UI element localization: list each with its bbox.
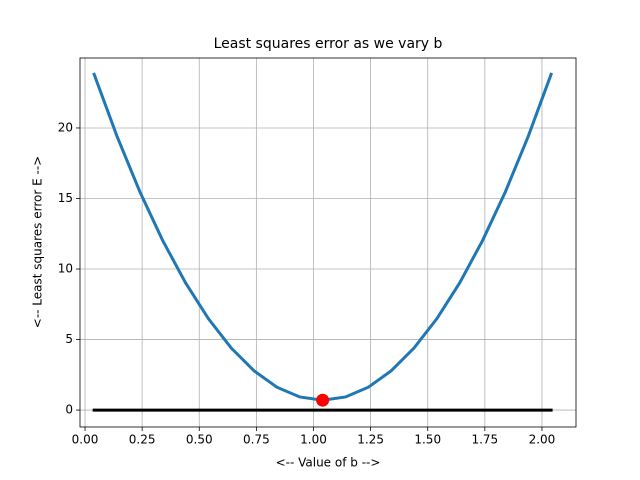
marker	[316, 393, 330, 407]
x-tick-label: 0.75	[243, 433, 270, 447]
x-tick-label: 2.00	[529, 433, 556, 447]
x-tick-label: 0.00	[72, 433, 99, 447]
x-tick-label: 1.75	[471, 433, 498, 447]
x-tick-label: 1.00	[300, 433, 327, 447]
x-tick-label: 0.50	[186, 433, 213, 447]
y-tick-label: 15	[58, 191, 73, 205]
x-axis-label: <-- Value of b -->	[276, 456, 381, 470]
y-tick-label: 20	[58, 120, 73, 134]
chart-title: Least squares error as we vary b	[214, 36, 443, 52]
x-tick-label: 1.50	[414, 433, 441, 447]
y-axis-label: <-- Least squares error E -->	[31, 156, 45, 328]
y-tick-label: 0	[65, 403, 73, 417]
y-tick-label: 10	[58, 262, 73, 276]
plot-frame	[79, 57, 577, 428]
y-tick-label: 5	[65, 332, 73, 346]
x-tick-label: 0.25	[129, 433, 156, 447]
x-tick-label: 1.25	[357, 433, 384, 447]
